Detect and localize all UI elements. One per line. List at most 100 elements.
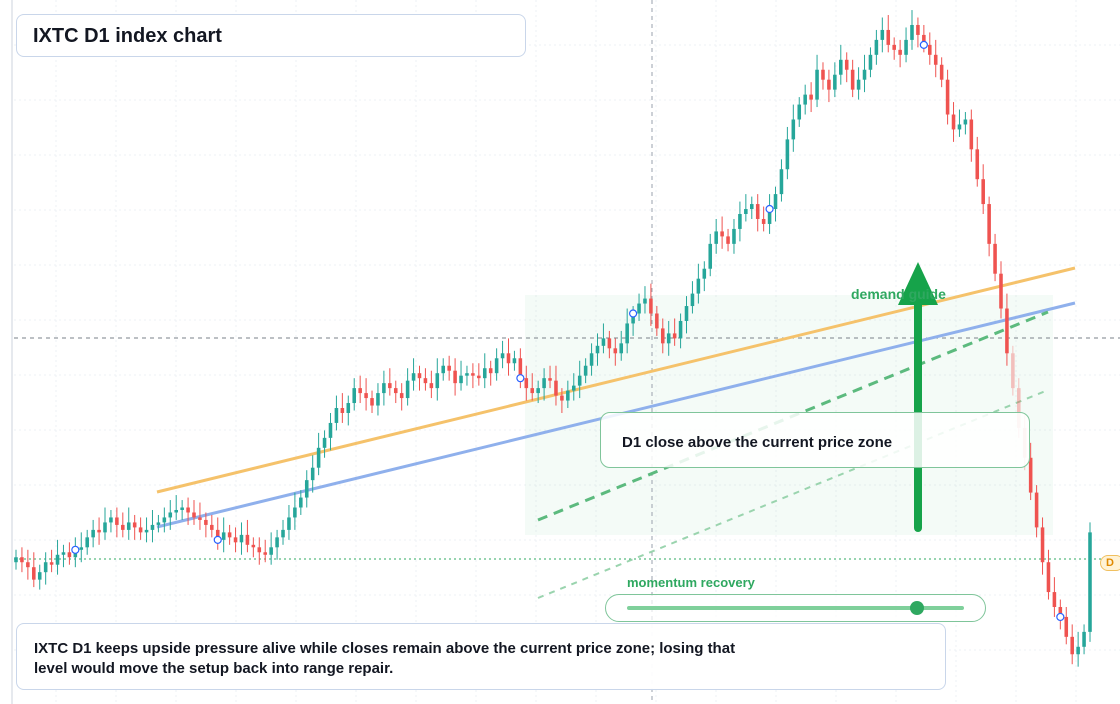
candle-body-up [803, 94, 807, 105]
candle [269, 532, 273, 565]
candle [607, 330, 612, 359]
candle-body-up [1088, 532, 1092, 632]
candle-body-down [245, 534, 250, 545]
candle [732, 218, 736, 254]
candle-body-down [233, 537, 238, 543]
candle-body-up [304, 480, 309, 498]
candle-body-down [471, 373, 475, 376]
candle [536, 380, 540, 404]
candle-body-up [287, 517, 291, 530]
summary-card: IXTC D1 keeps upside pressure alive whil… [16, 623, 946, 690]
candle [126, 507, 131, 540]
candle [482, 353, 487, 389]
candle-body-up [738, 214, 742, 229]
candle [660, 318, 665, 354]
candle-body-down [263, 552, 267, 555]
candle [821, 62, 825, 90]
candle [423, 368, 428, 391]
candle-body-up [126, 522, 131, 530]
candle [981, 164, 985, 215]
momentum-label: momentum recovery [627, 575, 755, 590]
candle [150, 509, 155, 543]
candle-body-up [85, 537, 89, 548]
candle-body-down [417, 373, 422, 379]
candle [500, 340, 505, 369]
candle [708, 233, 713, 277]
candle [388, 368, 392, 396]
candle-body-up [275, 537, 279, 548]
candle [969, 109, 974, 162]
candle [1005, 293, 1009, 366]
candle-body-down [975, 149, 980, 180]
summary-text: IXTC D1 keeps upside pressure alive whil… [34, 640, 736, 677]
candle [20, 547, 24, 573]
candle [892, 37, 896, 60]
candle [55, 539, 60, 575]
candle [761, 206, 766, 232]
candle [601, 323, 606, 354]
candle-body-up [109, 517, 113, 523]
breakout-arrow-head [898, 262, 938, 305]
candle-body-down [945, 79, 950, 115]
candle-body-down [399, 393, 404, 399]
candle-body-up [702, 268, 707, 279]
candle [785, 126, 790, 180]
momentum-slider[interactable] [605, 594, 986, 622]
candle-body-up [150, 524, 155, 530]
candle [833, 62, 837, 98]
candle [103, 507, 107, 540]
candle [198, 502, 202, 530]
candle-body-up [346, 403, 351, 413]
candle [999, 261, 1003, 319]
momentum-knob[interactable] [909, 601, 924, 615]
candle-body-up [589, 353, 594, 366]
candle [156, 514, 161, 533]
candle-body-up [625, 323, 629, 344]
candle-body-down [655, 313, 659, 329]
candle-body-down [364, 393, 368, 399]
candle-body-down [1070, 636, 1074, 655]
candle [1011, 345, 1015, 396]
candle-body-down [939, 64, 944, 80]
candle-body-up [815, 69, 819, 100]
candle [714, 218, 718, 254]
candle-body-up [957, 124, 962, 130]
candle [245, 519, 250, 553]
candle [227, 524, 232, 545]
candle [839, 44, 843, 85]
candle-body-up [767, 209, 772, 224]
candle-body-up [328, 422, 333, 438]
candle-body-up [103, 522, 107, 533]
candle-body-down [388, 383, 392, 389]
candle [951, 102, 956, 142]
candle [1076, 631, 1080, 667]
candle [945, 69, 950, 125]
candle [874, 29, 879, 65]
candle [767, 194, 772, 234]
candle [477, 363, 481, 386]
candle [625, 308, 629, 354]
price-tag[interactable]: D [1100, 555, 1120, 571]
candle [304, 470, 309, 508]
candle-body-down [761, 218, 766, 224]
candle [293, 492, 297, 530]
candle-body-up [631, 313, 635, 324]
candle [1040, 517, 1045, 575]
signal-marker [765, 204, 774, 214]
candle [779, 159, 784, 202]
candle [755, 194, 760, 232]
candle-body-up [482, 368, 487, 379]
candle [571, 373, 576, 401]
candle-body-up [293, 507, 297, 518]
candle-body-down [210, 524, 214, 530]
candle [488, 360, 493, 386]
candle-body-up [1076, 646, 1080, 655]
candle [1082, 624, 1086, 655]
candle [886, 15, 891, 53]
candle-body-down [981, 179, 985, 205]
candle [322, 430, 327, 458]
candle-body-down [447, 365, 451, 371]
candle-body-up [714, 231, 718, 244]
candle-body-down [121, 524, 125, 530]
candle-body-down [67, 552, 72, 558]
